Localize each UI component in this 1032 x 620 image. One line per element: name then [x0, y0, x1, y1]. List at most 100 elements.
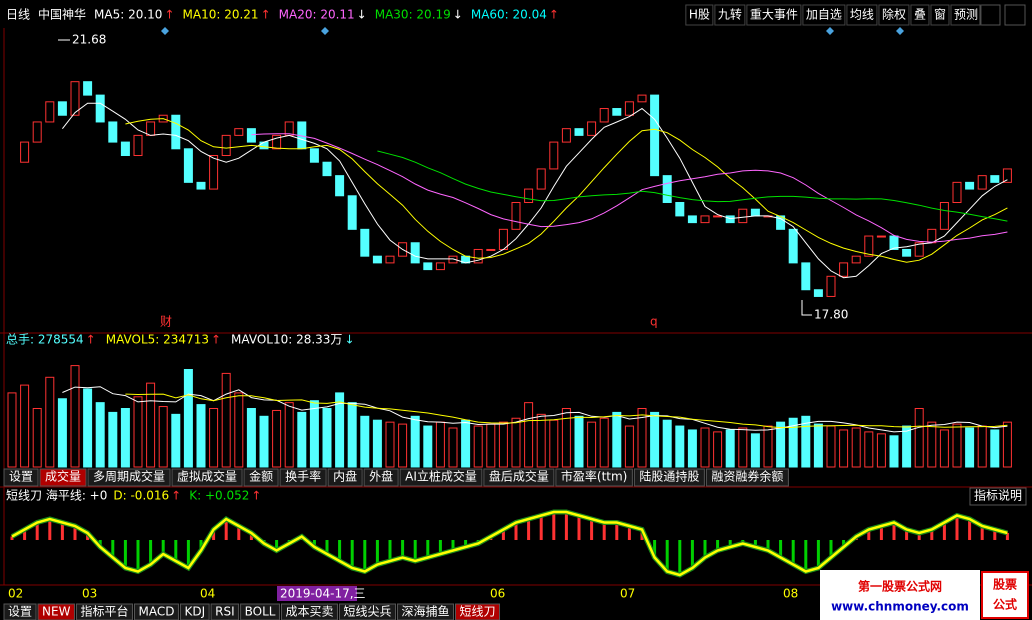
volume-bar: [272, 409, 282, 468]
candle: [423, 262, 433, 271]
volume-bar: [750, 433, 760, 468]
toolbar-button[interactable]: 叠: [914, 8, 926, 22]
volume-bar: [372, 419, 382, 468]
indicator-bar: [577, 515, 581, 540]
candle: [587, 121, 597, 136]
indicator-bar: [716, 540, 720, 551]
bottom-tab[interactable]: 成本买卖: [285, 605, 333, 619]
candle: [839, 262, 849, 277]
indicator-bar: [1005, 533, 1009, 540]
volume-tab[interactable]: 设置: [9, 470, 33, 484]
event-markers: [161, 27, 904, 35]
volume-tab[interactable]: 虚拟成交量: [177, 469, 237, 484]
toolbar-button[interactable]: 预测: [954, 8, 978, 22]
indicator-bar: [426, 540, 430, 558]
indicator-bar: [199, 540, 203, 551]
tab-frame: [483, 468, 555, 487]
indicator-bar: [867, 529, 871, 540]
volume-bar: [196, 404, 206, 468]
indicator-bar: [438, 540, 442, 554]
volume-tab[interactable]: 成交量: [45, 469, 81, 484]
toolbar-frame: [802, 4, 846, 26]
tab-frame: [455, 603, 501, 620]
toolbar-button[interactable]: 九转: [718, 7, 742, 22]
bottom-tab[interactable]: 设置: [8, 605, 32, 619]
volume-bar: [965, 427, 975, 468]
bottom-tab[interactable]: 短线尖兵: [343, 605, 391, 619]
volume-tab[interactable]: 多周期成交量: [93, 469, 165, 484]
indicator-header: ↑: [171, 489, 181, 503]
indicator-bar: [968, 519, 972, 540]
logo-badge-text: 股票: [993, 577, 1017, 592]
volume-bar: [234, 392, 244, 468]
volume-tab[interactable]: 换手率: [285, 469, 321, 484]
volume-bar: [7, 392, 17, 468]
indicator-bar: [186, 540, 190, 568]
candle: [57, 101, 67, 116]
volume-bar: [675, 425, 685, 468]
candle: [965, 181, 975, 190]
volume-tab[interactable]: 市盈率(ttm): [561, 469, 627, 484]
volume-bar: [549, 419, 559, 468]
volume-bar: [826, 425, 836, 468]
indicator-header: D: -0.016: [113, 489, 169, 503]
toolbar-frame: [930, 4, 950, 26]
bottom-tab[interactable]: RSI: [215, 605, 235, 619]
bottom-tab[interactable]: 深海捕鱼: [401, 604, 449, 619]
toolbar-button[interactable]: 窗: [934, 8, 946, 22]
volume-tab[interactable]: 盘后成交量: [489, 469, 549, 484]
volume-bar: [335, 392, 345, 468]
toolbar-button[interactable]: H股: [689, 8, 710, 22]
bottom-tab[interactable]: 指标平台: [80, 604, 128, 619]
candle: [171, 114, 181, 150]
candle: [435, 262, 445, 271]
indicator-bar: [539, 515, 543, 540]
candle: [335, 175, 345, 197]
indicator-header: ↑: [251, 489, 261, 503]
volume-tab[interactable]: 陆股通持股: [639, 469, 699, 484]
bottom-tab[interactable]: NEW: [42, 605, 71, 619]
tab-frame: [210, 603, 240, 620]
volume-tab[interactable]: 外盘: [369, 469, 393, 484]
candle: [624, 101, 634, 116]
bottom-tab[interactable]: MACD: [138, 605, 174, 619]
x-axis-label: 02: [8, 587, 23, 601]
volume-bar: [839, 429, 849, 468]
candle: [675, 201, 685, 217]
bottom-tab[interactable]: 短线刀: [460, 605, 496, 619]
indicator-bar: [149, 540, 153, 565]
indicator-bar: [917, 533, 921, 540]
toolbar-button[interactable]: 重大事件: [750, 8, 798, 22]
icon-button[interactable]: [979, 4, 1001, 26]
indicator-bar: [690, 540, 694, 568]
indicator-bar: [136, 540, 140, 572]
bottom-tab[interactable]: BOLL: [245, 605, 276, 619]
help-button[interactable]: 指标说明: [974, 488, 1022, 503]
toolbar-button[interactable]: 加自选: [806, 8, 842, 22]
candle: [272, 134, 282, 150]
volume-bar: [398, 423, 408, 468]
indicator-bar: [451, 540, 455, 551]
icon-button[interactable]: [1004, 4, 1026, 26]
candle: [700, 215, 710, 224]
volume-bar: [650, 411, 660, 468]
x-axis-label: 08: [783, 587, 798, 601]
candle: [45, 101, 55, 123]
toolbar-button[interactable]: 均线: [850, 8, 874, 22]
volume-tab[interactable]: AI立桩成交量: [405, 469, 477, 484]
logo-url: www.chnmoney.com: [831, 600, 969, 614]
ma-line: [251, 133, 1008, 243]
volume-bar: [461, 419, 471, 468]
toolbar-button[interactable]: 除权: [882, 7, 906, 22]
volume-tab[interactable]: 金额: [249, 469, 273, 484]
volume-bar: [108, 411, 118, 468]
volume-tab[interactable]: 内盘: [333, 469, 357, 484]
volume-tab[interactable]: 融资融券余额: [711, 469, 783, 484]
candle: [952, 181, 962, 203]
volume-bar: [738, 427, 748, 468]
tab-frame: [3, 468, 39, 487]
bottom-tab[interactable]: KDJ: [184, 605, 205, 619]
high-label: 21.68: [72, 33, 106, 47]
